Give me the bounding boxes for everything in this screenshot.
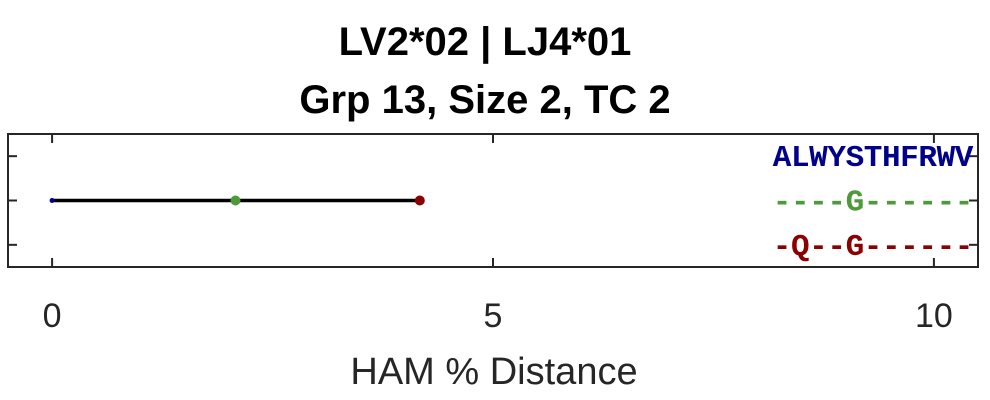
x-tick-labels: 0 5 10	[43, 297, 953, 335]
chart-subtitle: Grp 13, Size 2, TC 2	[299, 78, 670, 122]
sequence-label: ----G------	[773, 186, 973, 221]
x-tick-label: 0	[43, 297, 62, 335]
data-point	[230, 195, 241, 206]
x-tick-label: 5	[484, 297, 503, 335]
x-axis-label: HAM % Distance	[350, 351, 637, 393]
x-tick-label: 10	[915, 297, 953, 335]
data-points	[49, 195, 425, 206]
sequence-labels: ALWYSTHFRWV ----G------ -Q--G------	[773, 141, 974, 265]
axis-ticks	[8, 134, 978, 267]
sequence-label: ALWYSTHFRWV	[773, 141, 974, 176]
chart-title: LV2*02 | LJ4*01	[339, 20, 632, 64]
sequence-label: -Q--G------	[773, 230, 973, 265]
data-point	[49, 198, 55, 203]
data-point	[414, 195, 425, 206]
